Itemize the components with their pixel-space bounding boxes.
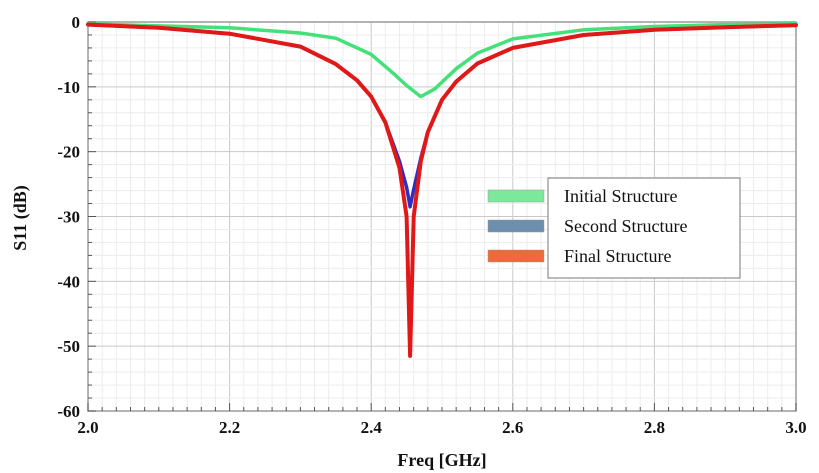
legend-swatch	[487, 249, 545, 263]
x-tick-label: 2.0	[77, 418, 98, 437]
legend-swatch	[487, 189, 545, 203]
y-tick-label: -40	[57, 272, 80, 291]
y-tick-label: 0	[72, 13, 81, 32]
y-tick-label: -60	[57, 402, 80, 421]
legend-label: Final Structure	[564, 246, 671, 266]
y-tick-label: -30	[57, 208, 80, 227]
series-line-final-structure	[86, 22, 798, 358]
series-line-initial-structure	[86, 22, 798, 99]
legend-swatch	[487, 219, 545, 233]
x-tick-label: 3.0	[785, 418, 806, 437]
x-tick-label: 2.4	[361, 418, 383, 437]
axis-ticks	[87, 21, 797, 412]
grid	[88, 22, 796, 411]
x-tick-label: 2.8	[644, 418, 665, 437]
legend-label: Second Structure	[564, 216, 687, 236]
y-tick-label: -50	[57, 337, 80, 356]
x-tick-label: 2.6	[502, 418, 523, 437]
legend-box	[547, 177, 741, 279]
y-axis-label: S11 (dB)	[10, 185, 31, 251]
tick-labels: 2.0 2.2 2.4 2.6 2.8 3.0 0 -10 -20 -30 -40 -50 -60	[57, 13, 806, 437]
y-tick-label: -20	[57, 143, 80, 162]
x-tick-label: 2.2	[219, 418, 240, 437]
x-axis-label: Freq [GHz]	[397, 450, 486, 470]
series-layer	[86, 22, 798, 358]
legend-label: Initial Structure	[564, 186, 677, 206]
y-tick-label: -10	[57, 78, 80, 97]
legend: Initial Structure Second Structure Final S…	[487, 177, 741, 279]
